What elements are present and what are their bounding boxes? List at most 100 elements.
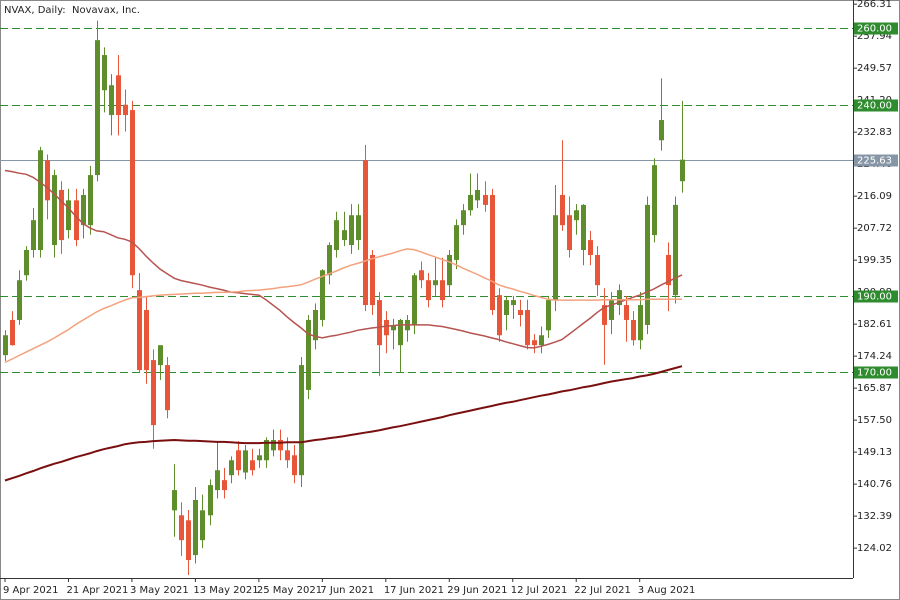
y-tick-label: 157.50 bbox=[857, 415, 892, 426]
current-price-label: 225.63 bbox=[857, 156, 892, 167]
candle-body bbox=[306, 319, 311, 390]
ma-line bbox=[4, 169, 683, 349]
candle-body bbox=[264, 439, 269, 461]
candle-body bbox=[186, 520, 191, 561]
level-label: 190.00 bbox=[857, 292, 892, 303]
y-tick-label: 149.13 bbox=[857, 447, 892, 458]
candle-body bbox=[17, 280, 22, 320]
candle-body bbox=[66, 200, 71, 231]
candle-body bbox=[250, 460, 255, 471]
candle-body bbox=[433, 280, 438, 286]
candle-body bbox=[292, 455, 297, 476]
candle-body bbox=[497, 295, 502, 336]
y-tick-label: 174.24 bbox=[857, 351, 892, 362]
candle-body bbox=[74, 200, 79, 241]
ma-line bbox=[4, 365, 683, 482]
candle-body bbox=[109, 85, 114, 116]
x-tick-label: 7 Jun 2021 bbox=[320, 585, 374, 596]
candle-body bbox=[525, 310, 530, 346]
level-label-box bbox=[854, 22, 898, 35]
candle-body bbox=[645, 204, 650, 325]
x-tick-label: 21 Apr 2021 bbox=[66, 585, 128, 596]
candle-body bbox=[158, 345, 163, 366]
candle-body bbox=[440, 280, 445, 301]
candle-body bbox=[165, 365, 170, 411]
candle-body bbox=[24, 250, 29, 276]
y-tick-label: 182.61 bbox=[857, 319, 892, 330]
candle-body bbox=[518, 310, 523, 315]
candle-body bbox=[631, 319, 636, 341]
current-price-box bbox=[854, 154, 898, 167]
candle-body bbox=[59, 189, 64, 241]
candle-body bbox=[236, 450, 241, 471]
candle-body bbox=[659, 120, 664, 141]
x-tick-label: 3 May 2021 bbox=[130, 585, 189, 596]
candle-body bbox=[602, 305, 607, 325]
candle-body bbox=[137, 290, 142, 371]
candle-body bbox=[652, 165, 657, 236]
candle-body bbox=[588, 240, 593, 255]
candle-body bbox=[483, 194, 488, 205]
y-tick-label: 266.31 bbox=[857, 0, 892, 10]
y-tick-label: 216.09 bbox=[857, 191, 892, 202]
y-tick-label: 124.02 bbox=[857, 543, 892, 554]
candle-body bbox=[363, 160, 368, 306]
x-tick-label: 12 Jul 2021 bbox=[511, 585, 568, 596]
candle-body bbox=[412, 275, 417, 325]
candle-body bbox=[81, 194, 86, 226]
y-tick-label: 132.39 bbox=[857, 511, 892, 522]
candle-body bbox=[299, 365, 304, 476]
candle-body bbox=[285, 450, 290, 461]
candle-body bbox=[116, 75, 121, 116]
candle-body bbox=[419, 270, 424, 281]
y-tick-label: 199.35 bbox=[857, 255, 892, 266]
candle-body bbox=[377, 300, 382, 346]
candle-body bbox=[193, 500, 198, 556]
candle-body bbox=[334, 220, 339, 251]
candle-body bbox=[342, 230, 347, 241]
candle-body bbox=[539, 335, 544, 346]
candle-body bbox=[222, 480, 227, 491]
candle-body bbox=[391, 324, 396, 331]
candle-body bbox=[243, 450, 248, 473]
candle-body bbox=[370, 254, 375, 306]
candle-body bbox=[398, 319, 403, 346]
y-tick-label: 207.72 bbox=[857, 223, 892, 234]
candle-body bbox=[151, 360, 156, 426]
chart-title: NVAX, Daily: Novavax, Inc. bbox=[4, 5, 140, 16]
candle-body bbox=[215, 470, 220, 491]
front-layer bbox=[4, 169, 683, 482]
candle-body bbox=[271, 439, 276, 451]
candles-layer bbox=[3, 20, 685, 575]
candle-body bbox=[130, 110, 135, 276]
level-label: 240.00 bbox=[857, 101, 892, 112]
level-label: 170.00 bbox=[857, 368, 892, 379]
candle-body bbox=[609, 300, 614, 320]
candle-body bbox=[475, 189, 480, 201]
x-tick-label: 9 Apr 2021 bbox=[3, 585, 58, 596]
candle-body bbox=[560, 194, 565, 226]
ma-line bbox=[4, 248, 682, 364]
x-tick-label: 3 Aug 2021 bbox=[638, 585, 696, 596]
candle-body bbox=[574, 210, 579, 221]
candle-body bbox=[144, 310, 149, 371]
candle-body bbox=[123, 104, 128, 116]
candle-body bbox=[356, 215, 361, 241]
candle-body bbox=[52, 175, 57, 246]
candle-body bbox=[447, 254, 452, 286]
candle-body bbox=[426, 280, 431, 301]
x-tick-label: 29 Jun 2021 bbox=[447, 585, 507, 596]
candle-body bbox=[595, 254, 600, 286]
candle-body bbox=[38, 150, 43, 251]
y-tick-label: 140.76 bbox=[857, 479, 892, 490]
candle-body bbox=[504, 300, 509, 315]
y-tick-label: 257.94 bbox=[857, 31, 892, 42]
candle-body bbox=[553, 215, 558, 301]
candle-body bbox=[349, 215, 354, 246]
level-label-box bbox=[854, 366, 898, 379]
candle-body bbox=[95, 40, 100, 176]
back-layer bbox=[0, 28, 853, 373]
y-tick-label: 165.87 bbox=[857, 383, 892, 394]
